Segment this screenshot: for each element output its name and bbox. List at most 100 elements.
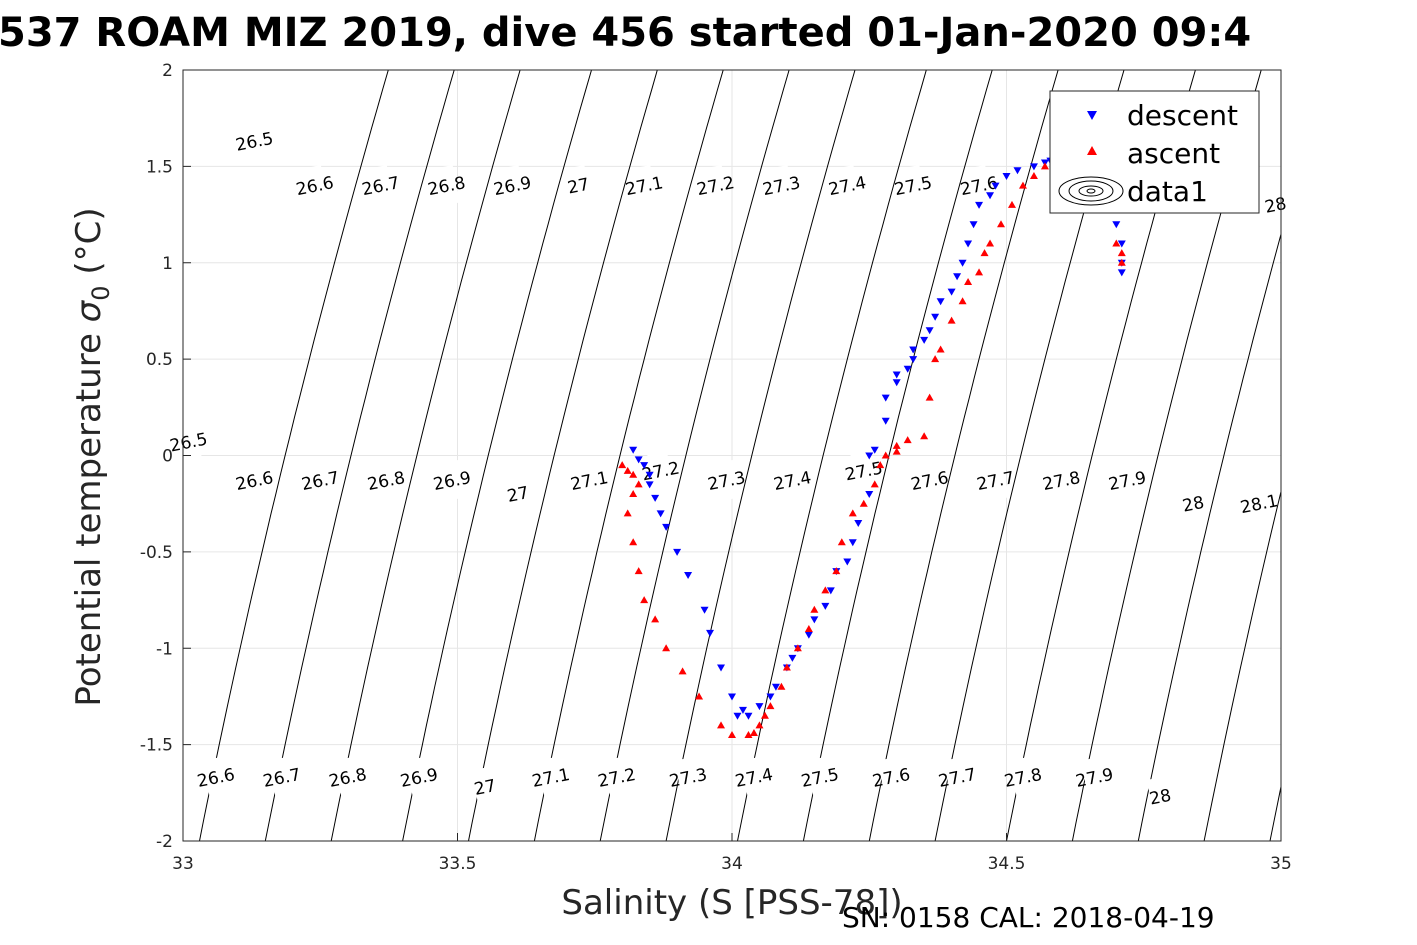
y-tick-label: 0.5 <box>146 350 173 370</box>
ascent-point <box>1007 200 1016 208</box>
y-tick-label: -1 <box>156 639 173 659</box>
ascent-point <box>848 509 857 517</box>
ascent-point <box>832 567 841 575</box>
isopycnal-line <box>533 70 724 841</box>
ascent-point <box>980 249 989 257</box>
descent-point <box>717 664 726 672</box>
contour-label-bg <box>877 756 905 798</box>
descent-point <box>903 365 912 373</box>
ascent-point <box>629 490 638 498</box>
ascent-point <box>623 509 632 517</box>
ascent-point <box>1117 258 1126 266</box>
contour-label-bg <box>575 459 603 502</box>
descent-point <box>881 394 890 402</box>
ascent-point <box>662 644 671 652</box>
ascent-point <box>749 729 758 737</box>
descent-point <box>788 654 797 662</box>
descent-point <box>964 240 973 248</box>
legend-ascent-label: ascent <box>1127 137 1220 170</box>
y-tick-label: -1.5 <box>140 736 173 756</box>
descent-point <box>645 481 654 489</box>
ascent-point <box>629 470 638 478</box>
contour-label-bg <box>740 756 768 798</box>
ascent-point <box>634 480 643 488</box>
descent-point <box>744 712 753 720</box>
contour-label-bg <box>1113 459 1141 502</box>
contour-label-bg <box>1009 756 1037 798</box>
ascent-point <box>744 730 753 738</box>
ascent-point <box>975 268 984 276</box>
contour-label-bg <box>943 756 971 798</box>
ascent-point <box>634 567 643 575</box>
descent-point <box>651 494 660 502</box>
descent-point <box>656 510 665 518</box>
ascent-point <box>870 480 879 488</box>
y-tick-label: 0 <box>162 447 173 467</box>
descent-point <box>1013 167 1022 175</box>
contour-label-bg <box>301 165 329 207</box>
x-tick-label: 33.5 <box>439 854 477 874</box>
contour-label-bg <box>1261 184 1290 226</box>
ascent-point <box>892 447 901 455</box>
descent-point <box>700 606 709 614</box>
contour-label-bg <box>537 756 565 798</box>
isopycnal-line <box>868 70 1059 841</box>
contour-label-bg <box>1179 483 1207 525</box>
x-tick-label: 33 <box>172 854 194 874</box>
descent-point <box>848 539 857 547</box>
y-tick-label: -2 <box>156 832 173 852</box>
contour-label: 28 <box>1263 194 1288 218</box>
descent-point <box>986 192 995 200</box>
descent-point <box>892 379 901 387</box>
contour-label-bg <box>674 756 702 798</box>
y-tick-label: -0.5 <box>140 543 173 563</box>
descent-point <box>645 471 654 479</box>
descent-point <box>810 616 819 624</box>
descent-point <box>733 712 742 720</box>
contour-label-bg <box>767 165 795 207</box>
descent-point <box>958 259 967 267</box>
ascent-point <box>876 461 885 469</box>
contour-label-bg <box>174 421 203 463</box>
contour-label-bg <box>630 165 658 207</box>
contour-label-bg <box>1080 756 1108 798</box>
descent-point <box>706 629 715 637</box>
legend-descent-label: descent <box>1127 99 1238 132</box>
ascent-point <box>859 499 868 507</box>
ascent-point <box>640 596 649 604</box>
y-axis-label: Potential temperature σ0 (°C) <box>69 207 115 706</box>
legend-box <box>1049 90 1260 214</box>
descent-point <box>640 462 649 470</box>
y-tick-label: 2 <box>162 61 173 81</box>
contour-label-bg <box>965 165 993 207</box>
isopycnal-line <box>599 70 790 841</box>
x-tick-label: 34.5 <box>988 854 1026 874</box>
isopycnal-line <box>1203 489 1281 841</box>
isopycnal-line <box>199 70 389 841</box>
ascent-point <box>1112 239 1121 247</box>
descent-point <box>673 548 682 556</box>
contour-label-bg <box>899 165 927 207</box>
isopycnal-line <box>665 70 856 841</box>
isopycnal-line <box>468 70 658 841</box>
descent-point <box>821 602 830 610</box>
descent-point <box>662 523 671 531</box>
legend-contour-icon <box>1058 176 1124 206</box>
series-descent <box>629 147 1126 720</box>
contour-label-bg <box>498 165 526 207</box>
axis-ticks: 33 33.5 34 34.5 35 2 1.5 1 0.5 0 -0.5 -1 -1.5 -2 <box>140 61 1292 874</box>
footer-serial-cal: SN: 0158 CAL: 2018-04-19 <box>842 901 1215 934</box>
descent-point <box>925 327 934 335</box>
contour-label-bg <box>603 756 631 798</box>
contour-label-bg <box>367 165 395 207</box>
legend-ascent-marker <box>1087 146 1097 155</box>
contour-label-bg <box>432 165 461 207</box>
descent-point <box>947 288 956 296</box>
contour-label-bg <box>702 165 730 207</box>
isopycnal-line <box>330 70 521 841</box>
descent-point <box>1117 269 1126 277</box>
descent-point <box>843 558 852 566</box>
descent-point <box>728 693 736 701</box>
ascent-point <box>651 615 660 623</box>
ascent-point <box>678 667 687 675</box>
